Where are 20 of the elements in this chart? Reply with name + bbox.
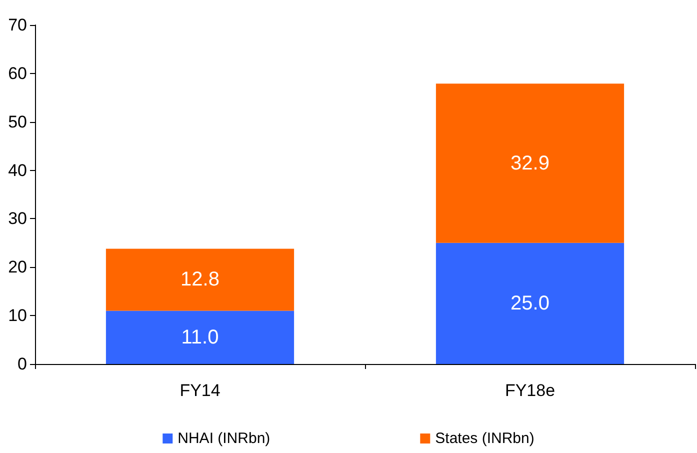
x-tick-label: FY14 xyxy=(180,381,220,400)
bar xyxy=(106,310,294,364)
data-label: 11.0 xyxy=(181,326,219,348)
y-tick-label: 40 xyxy=(8,160,27,180)
data-label: 32.9 xyxy=(510,152,550,174)
data-label: 12.8 xyxy=(180,268,220,291)
legend-label: States (INRbn) xyxy=(435,430,534,447)
data-label: 25.0 xyxy=(510,292,550,314)
y-tick-label: 60 xyxy=(8,64,27,83)
y-tick-label: 50 xyxy=(8,112,27,132)
legend-label: NHAI (INRbn) xyxy=(178,430,270,447)
bar xyxy=(436,242,624,364)
y-tick-label: 10 xyxy=(8,306,27,326)
bar xyxy=(106,248,294,311)
y-tick-label: 0 xyxy=(18,354,27,374)
bar xyxy=(436,84,624,243)
y-tick-label: 20 xyxy=(8,258,27,277)
y-tick-label: 70 xyxy=(8,16,27,34)
x-tick-label: FY18e xyxy=(504,381,556,400)
y-tick-label: 30 xyxy=(8,209,27,228)
